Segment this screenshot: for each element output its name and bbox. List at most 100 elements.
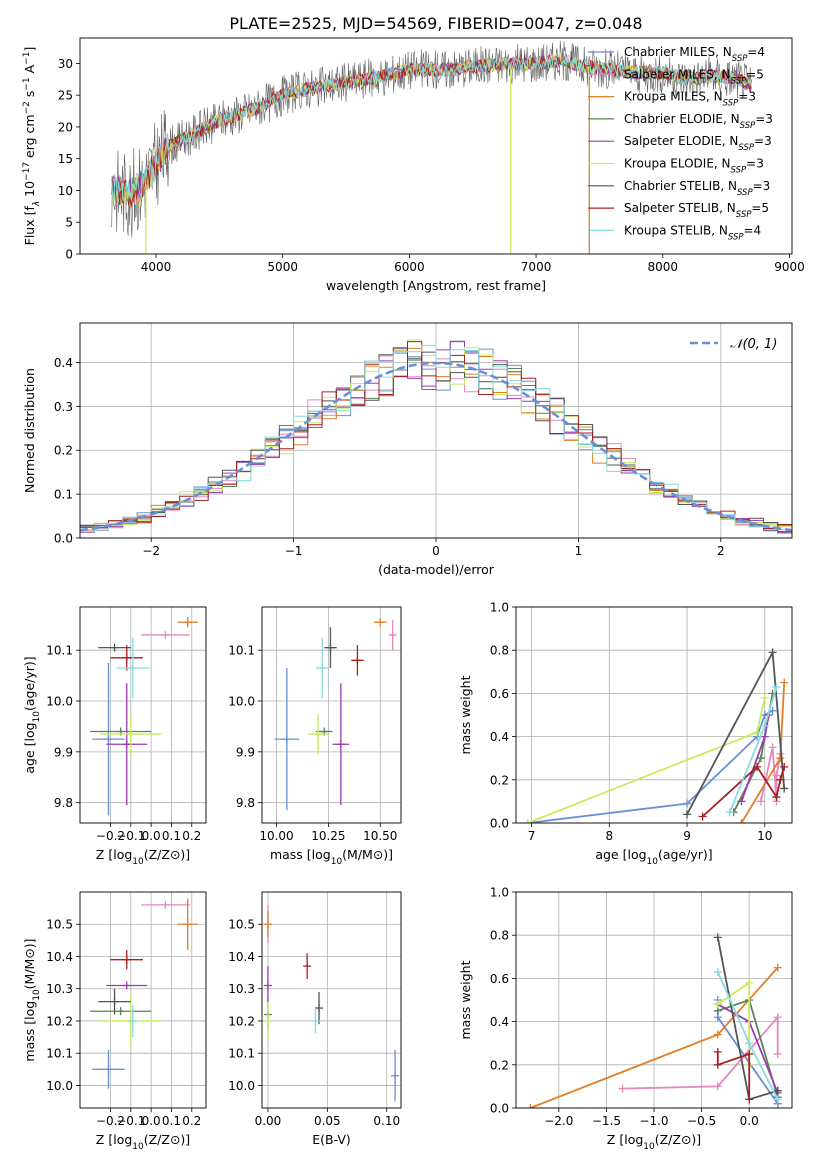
y-tick-label: 20 — [58, 120, 73, 134]
x-tick-label: 8000 — [648, 260, 679, 274]
legend-subscript: SSP — [732, 54, 748, 64]
legend-name: Kroupa MILES, N — [624, 90, 723, 104]
y-axis-label: mass weight — [458, 960, 473, 1039]
label-text: Normed distribution — [22, 368, 37, 493]
y-tick-label: 10.2 — [228, 1014, 255, 1028]
weight-salpeter-stelib-marker — [713, 1047, 722, 1056]
histogram-kroupa-stelib-steps — [80, 344, 792, 533]
legend-entry: Salpeter ELODIE, NSSP=3 — [624, 134, 772, 153]
legend-entry: Salpeter MILES, NSSP=5 — [624, 67, 764, 86]
point-chabrier-elodie-marker — [116, 1007, 125, 1016]
point-kroupa-stelib-marker — [311, 1016, 320, 1025]
y-tick-label: 0.6 — [490, 687, 509, 701]
x-tick-label: 10 — [757, 829, 772, 843]
label-text: Z [ — [607, 1132, 624, 1147]
weight-kroupa-elodie-marker — [713, 1000, 722, 1009]
point-salpeter-elodie-marker — [263, 981, 272, 990]
point-kroupa-miles-marker — [183, 618, 192, 627]
weight-kroupa-elodie-line — [527, 697, 766, 823]
label-text: log — [22, 722, 37, 741]
residual-histogram-panel: −2 −1 0 1 2 0.0 0.1 0.2 0.3 0.4 (data-model)/error… — [22, 322, 793, 577]
x-axis-label: Z [log10(Z/Z⊙)] — [607, 1132, 701, 1152]
weight-kroupa-miles-marker — [713, 1030, 722, 1039]
weight-kroupa-elodie-marker — [745, 978, 754, 987]
weight-kroupa-miles-marker — [773, 963, 782, 972]
histogram-salpeter-stelib-steps — [80, 341, 792, 529]
label-subscript: 10 — [647, 857, 659, 867]
age-vs-metallicity-panel: −0.2−0.10.0 0.1 0.29.89.910.010.1Z [log10(… — [22, 606, 207, 867]
label-text: mass weight — [458, 675, 473, 754]
point-kroupa-stelib-marker — [318, 663, 327, 672]
y-axis-label: Flux [fλ 10−17 erg cm−2 s−1 A−1] — [22, 47, 42, 246]
weight-kroupa-stelib-marker — [760, 721, 769, 730]
y-tick-label: 10.3 — [228, 982, 255, 996]
legend-name: Chabrier ELODIE, N — [624, 112, 740, 126]
point-salpeter-stelib-marker — [122, 955, 131, 964]
label-subscript: 10 — [331, 857, 343, 867]
x-tick-label: −0.2 — [96, 1114, 125, 1128]
weight-salpeter-stelib-marker — [713, 1060, 722, 1069]
legend-subscript: SSP — [731, 166, 747, 176]
weight-salpeter-miles-marker — [756, 797, 765, 806]
weight-salpeter-elodie-marker — [760, 732, 769, 741]
point-chabrier-stelib-marker — [110, 997, 119, 1006]
weight-kroupa-miles-marker — [526, 1104, 535, 1108]
label-text: log — [624, 1132, 643, 1147]
label-text: mass [ — [22, 1020, 37, 1062]
weight-salpeter-miles-marker — [618, 1084, 627, 1093]
weight-kroupa-miles-marker — [780, 678, 789, 687]
label-text: mass [ — [270, 847, 312, 862]
point-salpeter-miles-marker — [161, 900, 170, 909]
y-axis-label: mass [log10(M/M⊙)] — [22, 938, 42, 1061]
mass-vs-extinction-panel: 0.00 0.05 0.10 10.0 10.1 10.2 10.3 10.4 10.5 E(B-… — [228, 891, 402, 1147]
x-tick-label: 0 — [432, 544, 440, 558]
x-tick-label: 9000 — [774, 260, 805, 274]
y-tick-label: 0.0 — [54, 532, 73, 546]
weight-salpeter-stelib-marker — [776, 775, 785, 784]
legend-entry: Kroupa STELIB, NSSP=4 — [624, 223, 761, 242]
weight-salpeter-miles-marker — [768, 743, 777, 752]
y-axis-label: Normed distribution — [22, 368, 37, 493]
weight-kroupa-stelib-line — [716, 971, 779, 1100]
point-kroupa-elodie-marker — [314, 730, 323, 739]
label-text: (age/yr)] — [22, 656, 37, 711]
weight-salpeter-elodie-marker — [737, 797, 746, 806]
y-tick-label: 10.0 — [46, 695, 73, 709]
y-tick-label: 0.6 — [490, 972, 509, 986]
point-chabrier-stelib-marker — [326, 643, 335, 652]
label-text: log — [22, 1001, 37, 1020]
y-tick-label: 9.9 — [54, 745, 73, 759]
label-text: mass weight — [458, 960, 473, 1039]
x-tick-label: 4000 — [141, 260, 172, 274]
weight-chabrier-stelib-marker — [713, 933, 722, 942]
weight-salpeter-stelib-marker — [745, 1095, 754, 1104]
label-text: log — [312, 847, 331, 862]
residual-legend: 𝒩(0, 1) — [690, 337, 777, 352]
y-axis-label: age [log10(age/yr)] — [22, 656, 42, 773]
y-tick-label: 0.2 — [490, 773, 509, 787]
legend-value: =3 — [753, 179, 771, 193]
weight-salpeter-miles-line — [622, 1014, 779, 1090]
label-text: log — [627, 847, 646, 862]
spectrum-kroupa-stelib-line — [111, 53, 752, 206]
figure-title: PLATE=2525, MJD=54569, FIBERID=0047, z=0… — [229, 14, 642, 33]
y-tick-label: 10.1 — [46, 1047, 73, 1061]
legend-subscript: SSP — [723, 99, 739, 109]
axes-frame — [261, 606, 402, 824]
label-text: (age/yr)] — [658, 847, 713, 862]
x-tick-label: −1.5 — [592, 1114, 621, 1128]
y-tick-label: 10.2 — [46, 1014, 73, 1028]
x-tick-label: −0.2 — [96, 829, 125, 843]
x-tick-label: 10.50 — [363, 829, 397, 843]
point-salpeter-stelib-marker — [353, 656, 362, 665]
x-axis-label: Z [log10(Z/Z⊙)] — [96, 1132, 190, 1152]
weight-kroupa-stelib-marker — [773, 1095, 782, 1104]
legend-entry: Chabrier ELODIE, NSSP=3 — [624, 112, 773, 131]
axes-frame — [79, 322, 793, 539]
label-text: Flux [f — [22, 206, 37, 246]
legend-value: =5 — [746, 67, 764, 81]
x-tick-label: −0.5 — [687, 1114, 716, 1128]
label-text: log — [113, 1132, 132, 1147]
weight-salpeter-elodie-line — [717, 1003, 779, 1094]
x-tick-label: 7 — [528, 829, 536, 843]
